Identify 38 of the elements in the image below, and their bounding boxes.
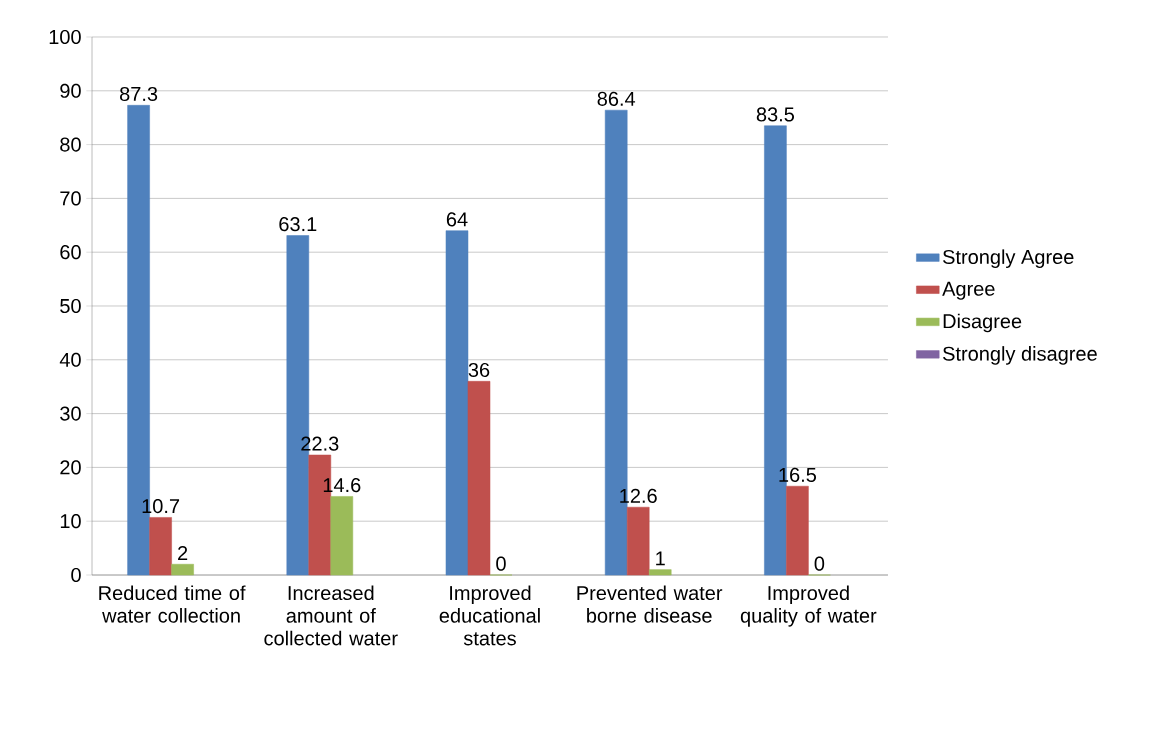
bar bbox=[330, 496, 354, 576]
legend-label: Agree bbox=[942, 281, 995, 300]
y-tick-label: 100 bbox=[49, 29, 81, 45]
y-tick-label: 30 bbox=[60, 406, 81, 421]
legend-label: Strongly disagree bbox=[943, 346, 1097, 365]
data-label: 36 bbox=[468, 362, 490, 378]
y-tick-label: 70 bbox=[60, 191, 81, 206]
data-label: 0 bbox=[814, 556, 825, 571]
y-tick-label: 60 bbox=[60, 245, 81, 260]
y-tick-label: 80 bbox=[60, 137, 81, 152]
legend-label: Disagree bbox=[943, 313, 1022, 333]
data-label: 63.1 bbox=[279, 217, 317, 232]
y-tick-label: 10 bbox=[60, 514, 81, 529]
y-tick-label: 40 bbox=[59, 352, 81, 367]
y-tick-label: 20 bbox=[60, 460, 81, 475]
data-label: 2 bbox=[178, 546, 188, 560]
bar bbox=[445, 230, 469, 576]
x-tick-label: Improved educational states bbox=[439, 585, 540, 646]
data-label: 0 bbox=[496, 556, 506, 571]
legend-label: Strongly Agree bbox=[943, 249, 1074, 269]
y-tick-label: 50 bbox=[60, 298, 81, 314]
x-tick-label: Reduced time of water collection bbox=[99, 585, 246, 623]
bar bbox=[786, 485, 809, 576]
bar bbox=[648, 569, 672, 576]
x-tick-label: Increased amount of collected water bbox=[264, 585, 398, 646]
bar bbox=[171, 563, 194, 576]
data-label: 87.3 bbox=[120, 86, 158, 102]
data-label: 86.4 bbox=[597, 91, 636, 106]
y-tick-label: 0 bbox=[71, 567, 81, 583]
data-label: 83.5 bbox=[756, 107, 795, 122]
x-tick-label: Improved quality of water bbox=[740, 585, 877, 627]
bar bbox=[626, 506, 650, 576]
bar bbox=[467, 381, 491, 576]
x-tick-label: Prevented water borne disease bbox=[577, 585, 723, 623]
data-label: 64 bbox=[446, 212, 468, 227]
y-tick-label: 90 bbox=[60, 83, 81, 98]
bar bbox=[149, 517, 172, 576]
data-label: 1 bbox=[656, 551, 665, 566]
